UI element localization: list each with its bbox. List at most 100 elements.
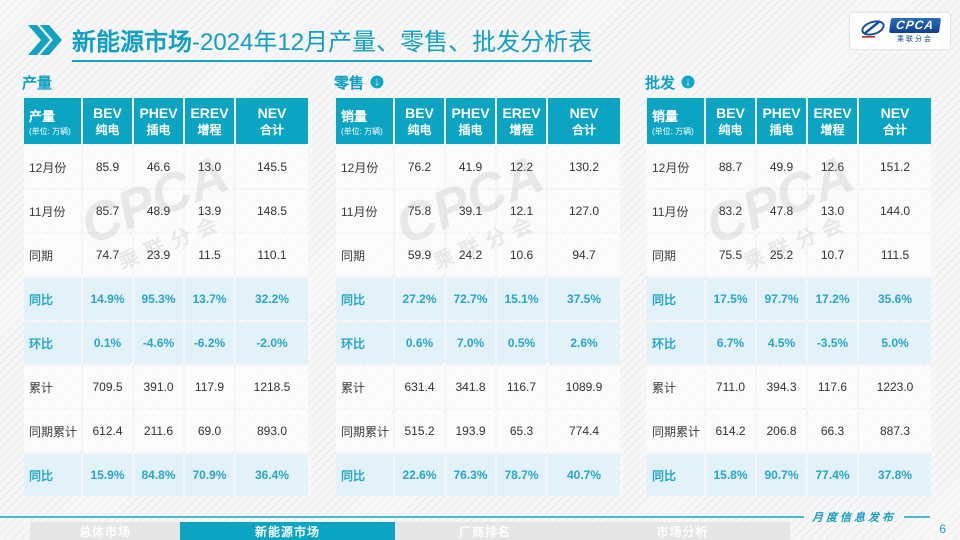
table-row: 12月份 88.7 49.9 12.6 151.2: [647, 146, 931, 188]
table-header-cell: NEV 合计: [236, 98, 308, 144]
cell: 69.0: [185, 410, 234, 452]
cell: 41.9: [446, 146, 495, 188]
cell: 39.1: [446, 190, 495, 232]
table-row: 同期 75.5 25.2 10.7 111.5: [647, 234, 931, 276]
page-number: 6: [939, 522, 946, 536]
col-name-en: EREV: [813, 104, 852, 121]
table-row: 同比 27.2% 72.7% 15.1% 37.5%: [336, 278, 620, 320]
col-name-cn: 纯电: [718, 122, 743, 137]
cell: 0.1%: [83, 322, 132, 364]
row-label: 同比: [336, 454, 393, 496]
header-unit: (单位: 万辆): [341, 126, 383, 136]
cell: 0.5%: [497, 322, 546, 364]
cell: 66.3: [808, 410, 857, 452]
cell: 76.2: [395, 146, 444, 188]
data-table: 销量 (单位: 万辆) BEV 纯电 PHEV 插电 EREV 增程 NEV 合计 12月份 88.7…: [645, 96, 933, 498]
cell: 40.7%: [548, 454, 620, 496]
cell: 97.7%: [757, 278, 806, 320]
cell: 78.7%: [497, 454, 546, 496]
footer-tab-1[interactable]: 新能源市场: [180, 522, 395, 540]
cell: 74.7: [83, 234, 132, 276]
cell: 110.1: [236, 234, 308, 276]
row-label: 12月份: [647, 146, 704, 188]
cell: 211.6: [134, 410, 183, 452]
cell: 35.6%: [859, 278, 931, 320]
cell: 10.7: [808, 234, 857, 276]
data-table: 产量 (单位: 万辆) BEV 纯电 PHEV 插电 EREV 增程 NEV 合计 12月份 85.9…: [22, 96, 310, 498]
row-label: 同期: [336, 234, 393, 276]
table-header-cell: BEV 纯电: [706, 98, 755, 144]
header-label: 销量: [652, 108, 679, 124]
cell: 65.3: [497, 410, 546, 452]
cell: 77.4%: [808, 454, 857, 496]
cell: 515.2: [395, 410, 444, 452]
production-table-block: 产量 产量 (单位: 万辆) BEV 纯电 PHEV 插电 EREV 增程 NEV 合计 12月份 85…: [22, 70, 310, 498]
header-label: 销量: [341, 108, 368, 124]
table-row: 同期累计 614.2 206.8 66.3 887.3: [647, 410, 931, 452]
table-row: 同比 15.9% 84.8% 70.9% 36.4%: [24, 454, 308, 496]
cell: 4.5%: [757, 322, 806, 364]
header-label: 产量: [29, 108, 56, 124]
cell: 391.0: [134, 366, 183, 408]
table-row: 同比 14.9% 95.3% 13.7% 32.2%: [24, 278, 308, 320]
row-label: 同期: [24, 234, 81, 276]
table-row: 11月份 75.8 39.1 12.1 127.0: [336, 190, 620, 232]
cell: 15.1%: [497, 278, 546, 320]
cell: 1089.9: [548, 366, 620, 408]
row-label: 11月份: [647, 190, 704, 232]
col-name-cn: 纯电: [95, 122, 120, 137]
cell: 48.9: [134, 190, 183, 232]
cell: 774.4: [548, 410, 620, 452]
table-row: 12月份 85.9 46.6 13.0 145.5: [24, 146, 308, 188]
col-name-cn: 增程: [820, 122, 845, 137]
cell: 15.9%: [83, 454, 132, 496]
table-header-cell: BEV 纯电: [83, 98, 132, 144]
cell: 49.9: [757, 146, 806, 188]
cell: 614.2: [706, 410, 755, 452]
row-label: 同比: [336, 278, 393, 320]
table-row: 累计 631.4 341.8 116.7 1089.9: [336, 366, 620, 408]
table-row: 同期 74.7 23.9 11.5 110.1: [24, 234, 308, 276]
double-chevron-icon: [28, 25, 62, 60]
col-name-en: NEV: [569, 104, 599, 121]
cell: 12.2: [497, 146, 546, 188]
table-row: 11月份 85.7 48.9 13.9 148.5: [24, 190, 308, 232]
row-label: 同比: [24, 454, 81, 496]
cell: 46.6: [134, 146, 183, 188]
cell: 14.9%: [83, 278, 132, 320]
col-name-en: NEV: [257, 104, 287, 121]
table-header-cell: NEV 合计: [548, 98, 620, 144]
cell: 10.6: [497, 234, 546, 276]
cell: 893.0: [236, 410, 308, 452]
cpca-swoosh-icon: [860, 19, 886, 44]
footer-tab-2[interactable]: 厂商排名: [458, 524, 511, 539]
row-label: 11月份: [24, 190, 81, 232]
row-label: 11月份: [336, 190, 393, 232]
row-label: 同期累计: [336, 410, 393, 452]
cell: 148.5: [236, 190, 308, 232]
table-row: 同比 22.6% 76.3% 78.7% 40.7%: [336, 454, 620, 496]
row-label: 同期累计: [24, 410, 81, 452]
cell: 127.0: [548, 190, 620, 232]
cell: 24.2: [446, 234, 495, 276]
cell: 1223.0: [859, 366, 931, 408]
section-title: 零售: [334, 74, 365, 92]
row-label: 累计: [336, 366, 393, 408]
down-arrow-icon: ↓: [369, 74, 386, 90]
row-label: 环比: [24, 322, 81, 364]
page-title-bold: 新能源市场: [72, 29, 192, 56]
footer-tab-3[interactable]: 市场分析: [656, 524, 709, 539]
cell: 111.5: [859, 234, 931, 276]
cell: 193.9: [446, 410, 495, 452]
cell: 206.8: [757, 410, 806, 452]
cell: 88.7: [706, 146, 755, 188]
cell: 85.9: [83, 146, 132, 188]
cell: 145.5: [236, 146, 308, 188]
row-label: 同比: [24, 278, 81, 320]
col-name-en: EREV: [502, 104, 541, 121]
table-header-row: 销量 (单位: 万辆) BEV 纯电 PHEV 插电 EREV 增程 NEV 合计: [336, 98, 620, 144]
table-row: 同期累计 612.4 211.6 69.0 893.0: [24, 410, 308, 452]
col-name-en: PHEV: [451, 104, 490, 121]
footer-tab-0[interactable]: 总体市场: [78, 524, 131, 539]
cell: 75.5: [706, 234, 755, 276]
